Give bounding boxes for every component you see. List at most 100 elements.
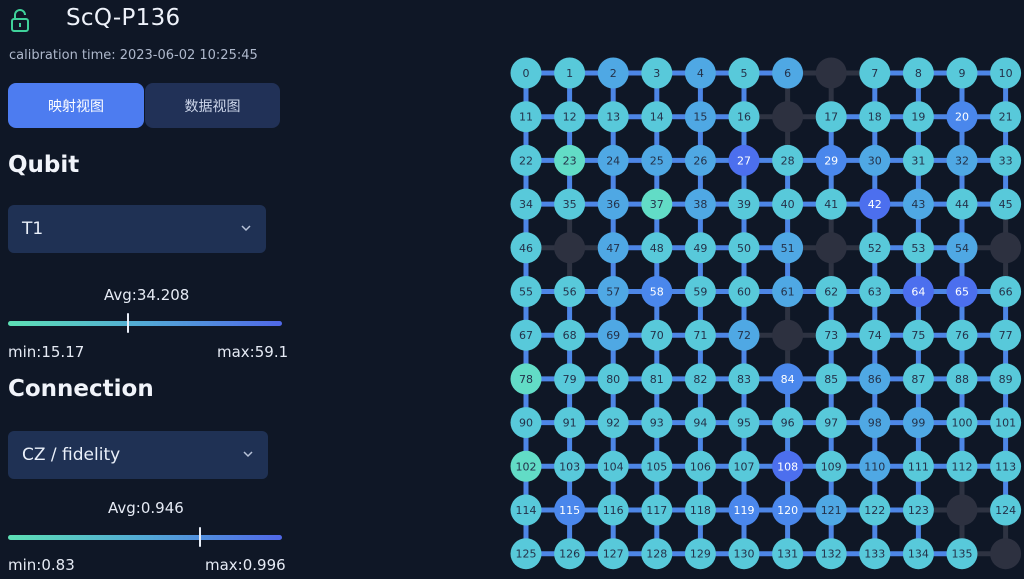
qubit-node[interactable] bbox=[641, 101, 673, 133]
qubit-node[interactable] bbox=[641, 319, 673, 351]
qubit-node[interactable] bbox=[902, 57, 934, 89]
unlock-icon[interactable] bbox=[10, 9, 30, 33]
qubit-node[interactable] bbox=[902, 144, 934, 176]
qubit-node[interactable] bbox=[684, 363, 716, 395]
qubit-node[interactable] bbox=[859, 144, 891, 176]
qubit-node[interactable] bbox=[772, 450, 804, 482]
qubit-node[interactable] bbox=[554, 276, 586, 307]
qubit-node[interactable] bbox=[554, 144, 586, 176]
qubit-metric-select[interactable]: T1 bbox=[8, 205, 266, 253]
qubit-node[interactable] bbox=[772, 407, 804, 439]
qubit-node[interactable] bbox=[597, 144, 629, 176]
qubit-node[interactable] bbox=[554, 319, 586, 351]
qubit-node[interactable] bbox=[510, 144, 542, 176]
qubit-node[interactable] bbox=[859, 101, 891, 133]
qubit-node[interactable] bbox=[902, 188, 934, 220]
qubit-node[interactable] bbox=[684, 407, 716, 439]
qubit-node[interactable] bbox=[641, 538, 673, 570]
qubit-node[interactable] bbox=[772, 232, 804, 264]
qubit-node[interactable] bbox=[772, 494, 804, 526]
qubit-node[interactable] bbox=[728, 450, 760, 482]
qubit-node[interactable] bbox=[597, 494, 629, 526]
qubit-node[interactable] bbox=[728, 407, 760, 439]
qubit-node[interactable] bbox=[510, 319, 542, 351]
qubit-node[interactable] bbox=[990, 144, 1022, 176]
qubit-node[interactable] bbox=[946, 144, 978, 176]
qubit-node[interactable] bbox=[946, 363, 978, 395]
qubit-node[interactable] bbox=[902, 276, 934, 307]
qubit-node[interactable] bbox=[728, 319, 760, 351]
qubit-node[interactable] bbox=[597, 232, 629, 264]
qubit-node[interactable] bbox=[554, 494, 586, 526]
qubit-node[interactable] bbox=[728, 276, 760, 307]
qubit-node[interactable] bbox=[728, 494, 760, 526]
qubit-node[interactable] bbox=[990, 363, 1022, 395]
qubit-node[interactable] bbox=[728, 57, 760, 89]
qubit-node[interactable] bbox=[990, 188, 1022, 220]
qubit-node[interactable] bbox=[772, 363, 804, 395]
qubit-node[interactable] bbox=[946, 407, 978, 439]
qubit-node[interactable] bbox=[728, 538, 760, 570]
qubit-node[interactable] bbox=[510, 101, 542, 133]
qubit-node[interactable] bbox=[815, 276, 847, 307]
qubit-node[interactable] bbox=[728, 363, 760, 395]
qubit-node[interactable] bbox=[510, 57, 542, 89]
qubit-node[interactable] bbox=[684, 101, 716, 133]
qubit-node[interactable] bbox=[510, 407, 542, 439]
qubit-node[interactable] bbox=[990, 276, 1022, 307]
qubit-node[interactable] bbox=[684, 188, 716, 220]
qubit-node[interactable] bbox=[990, 494, 1022, 526]
qubit-node[interactable] bbox=[815, 494, 847, 526]
qubit-node[interactable] bbox=[597, 538, 629, 570]
qubit-node[interactable] bbox=[684, 57, 716, 89]
tab-map-view[interactable]: 映射视图 bbox=[8, 83, 144, 128]
qubit-node[interactable] bbox=[815, 101, 847, 133]
qubit-node[interactable] bbox=[859, 538, 891, 570]
qubit-node[interactable] bbox=[990, 407, 1022, 439]
qubit-node[interactable] bbox=[902, 319, 934, 351]
qubit-node[interactable] bbox=[728, 101, 760, 133]
qubit-node[interactable] bbox=[641, 232, 673, 264]
qubit-node[interactable] bbox=[946, 319, 978, 351]
qubit-node[interactable] bbox=[641, 188, 673, 220]
qubit-node[interactable] bbox=[684, 319, 716, 351]
qubit-node[interactable] bbox=[510, 276, 542, 307]
qubit-node[interactable] bbox=[641, 363, 673, 395]
qubit-node[interactable] bbox=[684, 276, 716, 307]
qubit-node[interactable] bbox=[510, 538, 542, 570]
qubit-node[interactable] bbox=[554, 538, 586, 570]
qubit-node[interactable] bbox=[684, 494, 716, 526]
qubit-node[interactable] bbox=[990, 101, 1022, 133]
qubit-node[interactable] bbox=[641, 450, 673, 482]
qubit-node[interactable] bbox=[597, 101, 629, 133]
qubit-node[interactable] bbox=[728, 188, 760, 220]
qubit-node[interactable] bbox=[902, 363, 934, 395]
qubit-node[interactable] bbox=[597, 188, 629, 220]
qubit-node[interactable] bbox=[815, 144, 847, 176]
qubit-node[interactable] bbox=[990, 57, 1022, 89]
qubit-node[interactable] bbox=[902, 538, 934, 570]
qubit-node[interactable] bbox=[946, 101, 978, 133]
qubit-node[interactable] bbox=[510, 232, 542, 264]
qubit-node[interactable] bbox=[510, 494, 542, 526]
qubit-node[interactable] bbox=[946, 538, 978, 570]
qubit-node[interactable] bbox=[772, 144, 804, 176]
qubit-node[interactable] bbox=[859, 450, 891, 482]
qubit-node[interactable] bbox=[641, 407, 673, 439]
qubit-node[interactable] bbox=[510, 450, 542, 482]
qubit-node[interactable] bbox=[684, 144, 716, 176]
qubit-node[interactable] bbox=[815, 319, 847, 351]
qubit-node[interactable] bbox=[859, 494, 891, 526]
qubit-node[interactable] bbox=[684, 450, 716, 482]
qubit-node[interactable] bbox=[554, 407, 586, 439]
qubit-node[interactable] bbox=[859, 363, 891, 395]
qubit-node[interactable] bbox=[597, 276, 629, 307]
qubit-node[interactable] bbox=[554, 188, 586, 220]
tab-data-view[interactable]: 数据视图 bbox=[145, 83, 280, 128]
qubit-node[interactable] bbox=[641, 494, 673, 526]
qubit-node[interactable] bbox=[946, 450, 978, 482]
qubit-node[interactable] bbox=[902, 407, 934, 439]
qubit-node[interactable] bbox=[902, 232, 934, 264]
qubit-node[interactable] bbox=[728, 232, 760, 264]
qubit-node[interactable] bbox=[902, 450, 934, 482]
